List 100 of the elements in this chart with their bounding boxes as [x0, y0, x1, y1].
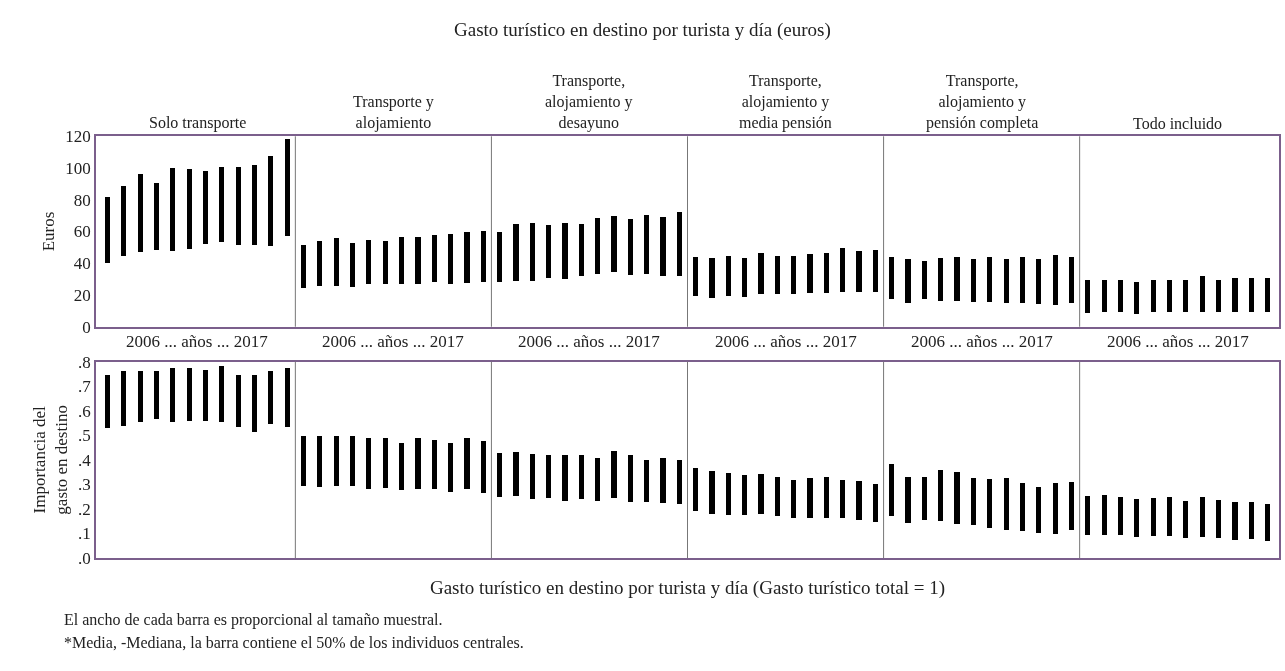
bar: [383, 437, 388, 488]
bar: [1020, 257, 1025, 304]
bar: [497, 452, 502, 497]
bar: [693, 467, 698, 511]
text: Solo transporte: [149, 114, 247, 132]
bar: [170, 367, 175, 422]
bar: [677, 212, 682, 277]
bar: [824, 476, 829, 518]
bar: [775, 256, 780, 295]
bar: [791, 479, 796, 518]
bar: [513, 224, 519, 282]
bar: [1200, 496, 1205, 537]
bar: [1036, 259, 1041, 305]
bar: [889, 257, 894, 300]
bar: [742, 258, 747, 298]
bar: [154, 370, 159, 419]
bar: [856, 251, 862, 293]
bar: [807, 254, 813, 294]
bar: [530, 453, 535, 499]
bar: [399, 237, 404, 285]
bar: [432, 235, 437, 283]
y-tick-label: 60: [73, 222, 91, 242]
bar: [1069, 257, 1074, 304]
bar: [301, 435, 306, 486]
bar: [824, 253, 829, 294]
text: Transporte, alojamiento y media pensión: [739, 72, 832, 132]
bar: [399, 442, 404, 490]
chart-title: Gasto turístico en destino por turista y día (euros): [454, 19, 831, 41]
bar: [1249, 501, 1254, 539]
y-tick-label: .2: [78, 499, 91, 519]
bar: [219, 167, 224, 243]
bar: [922, 261, 927, 300]
bar: [121, 370, 126, 426]
bar: [121, 186, 126, 257]
bar: [448, 234, 453, 285]
bar: [791, 256, 796, 295]
bar: [1069, 481, 1074, 530]
bar: [922, 476, 927, 520]
bar: [742, 474, 747, 515]
bar: [611, 216, 617, 273]
bar: [317, 435, 322, 487]
bar: [170, 168, 175, 252]
bar: [1118, 280, 1123, 313]
bar: [562, 454, 568, 501]
bar: [938, 469, 943, 521]
y-axis-title: Importancia del gasto en destino: [30, 405, 72, 515]
bar: [481, 440, 486, 493]
bar: [366, 240, 371, 285]
bar: [628, 454, 633, 502]
bar: [219, 365, 224, 422]
bar: [1118, 496, 1123, 535]
bar: [1102, 280, 1107, 313]
y-tick-label: 40: [73, 254, 91, 274]
bar: [889, 463, 894, 516]
bar: [1053, 255, 1058, 306]
y-tick-label: 20: [73, 285, 91, 305]
bar: [758, 473, 764, 514]
y-tick-label: 120: [65, 127, 91, 147]
bar: [154, 183, 159, 251]
bar: [579, 454, 584, 499]
bar: [350, 243, 355, 288]
bar: [546, 454, 551, 498]
bar: [464, 232, 470, 284]
bar: [709, 258, 715, 299]
bar: [1102, 494, 1107, 535]
text: Transporte, alojamiento y pensión completa: [926, 72, 1039, 132]
bar: [138, 370, 143, 422]
bar: [187, 169, 192, 250]
bar: [268, 156, 273, 247]
y-tick-label: .6: [78, 401, 91, 421]
bar: [203, 369, 208, 421]
bar: [840, 248, 845, 293]
bar: [971, 259, 976, 303]
bar: [1020, 482, 1025, 531]
text: Todo incluido: [1133, 115, 1223, 132]
text: 2006 ... años ... 2017: [715, 332, 858, 351]
y-tick-label: .8: [78, 352, 91, 372]
bar: [595, 218, 600, 275]
bar: [252, 374, 257, 432]
y-tick-label: 0: [82, 317, 91, 337]
bar: [1167, 280, 1172, 313]
bar: [1265, 503, 1270, 541]
bar: [334, 238, 339, 287]
text: *Media, -Mediana, la barra contiene el 50% de los individuos centrales.: [64, 634, 524, 651]
bar: [971, 477, 976, 525]
bar: [905, 259, 911, 304]
bar: [481, 231, 486, 283]
text: 2006 ... años ... 2017: [1107, 332, 1250, 351]
bar: [709, 470, 715, 514]
bar: [1036, 486, 1041, 533]
bar: [644, 215, 649, 275]
bar: [595, 457, 600, 501]
bar: [236, 167, 241, 246]
bar: [1134, 282, 1139, 315]
bar: [1232, 501, 1238, 540]
bar: [954, 257, 960, 302]
bar: [1085, 280, 1090, 314]
bar: [415, 437, 421, 489]
bar: [513, 451, 519, 496]
bar: [105, 374, 110, 428]
